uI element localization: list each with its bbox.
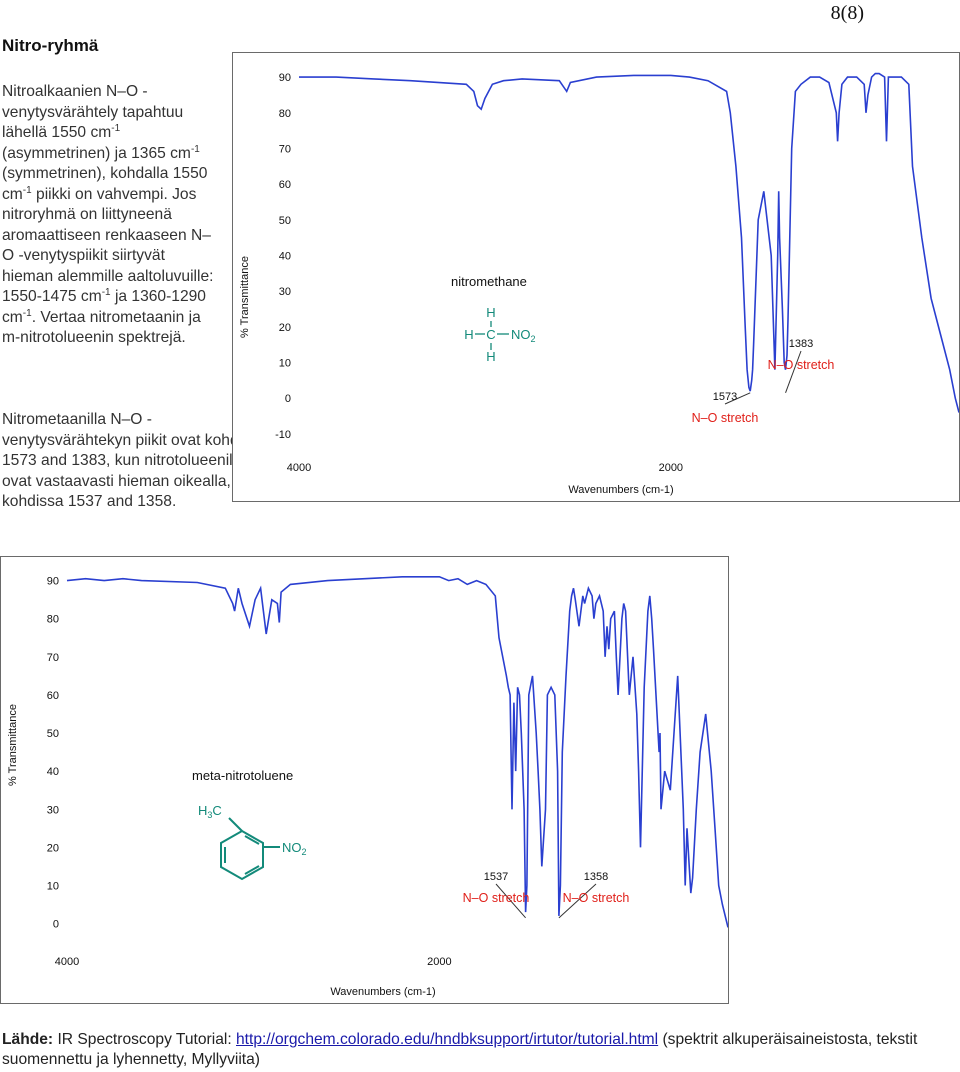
paragraph-nitro-intro: Nitroalkaanien N–O -venytysvärähtely tap… [2, 82, 217, 349]
nitrotoluene-spectrum-chart: 90 80 70 60 50 40 30 20 10 0 4000 2000 % Transmitt… [7, 576, 728, 998]
y-tick-label: 60 [279, 179, 291, 191]
section-title: Nitro-ryhmä [2, 36, 99, 55]
annotation-leader [724, 392, 751, 405]
structure-bond [244, 865, 260, 875]
spectrum-trace [299, 72, 959, 413]
nitromethane-spectrum-chart: 90 80 70 60 50 40 30 20 10 0 -10 4000 2000 % Transm… [239, 72, 959, 496]
structure-atom: H [486, 305, 495, 320]
y-tick-label: -10 [275, 429, 291, 441]
y-tick-label: 30 [47, 804, 59, 816]
y-tick-label: 30 [279, 286, 291, 298]
peak-annotation-text: N–O stretch [563, 891, 630, 905]
text-run: (symmetrinen), kohdalla 1550 cm [2, 165, 208, 203]
peak-annotation-text: N–O stretch [463, 891, 530, 905]
peak-label: 1573 [713, 391, 737, 403]
text-run: piikki on vahvempi. Jos nitroryhmä on li… [2, 185, 214, 306]
superscript: -1 [190, 143, 200, 155]
structure-subscript: 2 [531, 334, 536, 344]
structure-bond [228, 817, 243, 832]
x-axis-label: Wavenumbers (cm-1) [330, 986, 435, 998]
nitrotoluene-spectrum-figure: 90 80 70 60 50 40 30 20 10 0 4000 2000 % Transmitt… [0, 556, 729, 1004]
annotation-leader [785, 350, 802, 394]
compound-name: meta-nitrotoluene [192, 768, 293, 783]
paragraph-comparison: Nitrometaanilla N–O -venytysvärähtekyn p… [2, 411, 267, 510]
y-axis-label: % Transmittance [7, 704, 19, 786]
peak-annotations: 1573 N–O stretch 1383 N–O stretch [692, 338, 835, 425]
x-tick-label: 2000 [659, 462, 683, 474]
structure-atom: C [486, 327, 495, 342]
source-citation: Lähde: IR Spectroscopy Tutorial: http://… [2, 1030, 942, 1070]
y-tick-label: 20 [279, 322, 291, 334]
y-tick-label: 70 [47, 652, 59, 664]
y-tick-label: 0 [285, 393, 291, 405]
text-run: Nitroalkaanien N–O -venytysvärähtely tap… [2, 83, 184, 141]
y-tick-label: 20 [47, 842, 59, 854]
y-tick-label: 70 [279, 143, 291, 155]
structure-atom: NO2 [511, 327, 536, 344]
page-number: 8(8) [830, 2, 864, 24]
nitrotoluene-structure: H3C NO2 [198, 803, 307, 881]
source-label: Lähde: [2, 1031, 54, 1048]
annotation-leader [558, 883, 597, 919]
superscript: -1 [101, 287, 111, 298]
y-tick-labels: 90 80 70 60 50 40 30 20 10 0 -10 [275, 72, 291, 441]
nitromethane-spectrum-figure: 90 80 70 60 50 40 30 20 10 0 -10 4000 2000 % Transm… [232, 52, 960, 502]
structure-subscript: 2 [302, 847, 307, 857]
y-tick-label: 40 [47, 766, 59, 778]
source-text: (spektrit alkuperäisaineistosta, tekstit… [2, 1031, 918, 1068]
y-tick-label: 90 [47, 576, 59, 588]
y-axis-label: % Transmittance [239, 256, 251, 338]
nitromethane-structure: H H C NO2 H [464, 305, 535, 364]
structure-atom: H [464, 327, 473, 342]
x-tick-label: 4000 [55, 956, 79, 968]
y-tick-label: 10 [279, 358, 291, 370]
y-tick-label: 0 [53, 919, 59, 931]
y-tick-label: 50 [47, 728, 59, 740]
structure-subscript: 3 [207, 810, 212, 820]
annotation-leader [495, 883, 526, 919]
text-run: ja 1360-1290 cm [2, 288, 206, 326]
compound-name: nitromethane [451, 274, 527, 289]
y-tick-label: 60 [47, 690, 59, 702]
superscript: -1 [111, 123, 121, 134]
y-tick-label: 80 [47, 614, 59, 626]
structure-atom: H [198, 803, 207, 818]
structure-atom: H3C [198, 803, 222, 820]
text-run: . Vertaa nitrometaanin ja m-nitrotolueen… [2, 308, 201, 347]
structure-atom: NO2 [282, 840, 307, 857]
x-tick-label: 4000 [287, 462, 311, 474]
x-tick-labels: 4000 2000 [287, 462, 683, 474]
y-tick-label: 50 [279, 215, 291, 227]
peak-annotation-text: N–O stretch [768, 358, 835, 372]
text-run: (asymmetrinen) ja 1365 cm [2, 144, 191, 162]
y-tick-labels: 90 80 70 60 50 40 30 20 10 0 [47, 576, 59, 931]
superscript: -1 [22, 307, 32, 319]
y-tick-label: 40 [279, 251, 291, 263]
x-axis-label: Wavenumbers (cm-1) [568, 484, 673, 496]
peak-annotation-text: N–O stretch [692, 411, 759, 425]
peak-label: 1383 [789, 338, 813, 350]
spectrum-trace [66, 576, 728, 928]
structure-atom: C [212, 803, 221, 818]
y-tick-label: 90 [279, 72, 291, 84]
structure-group: NO [511, 327, 531, 342]
peak-label: 1537 [484, 871, 508, 883]
structure-bond [244, 835, 260, 845]
benzene-ring [220, 829, 264, 881]
superscript: -1 [22, 184, 32, 196]
x-tick-labels: 4000 2000 [55, 956, 452, 968]
structure-group: NO [282, 840, 302, 855]
source-text: IR Spectroscopy Tutorial: [53, 1031, 236, 1048]
peak-annotations: 1537 N–O stretch 1358 N–O stretch [463, 871, 630, 919]
peak-label: 1358 [584, 871, 608, 883]
y-tick-label: 80 [279, 108, 291, 120]
source-link[interactable]: http://orgchem.colorado.edu/hndbksupport… [236, 1031, 659, 1048]
structure-atom: H [486, 349, 495, 364]
x-tick-label: 2000 [427, 956, 451, 968]
y-tick-label: 10 [47, 880, 59, 892]
